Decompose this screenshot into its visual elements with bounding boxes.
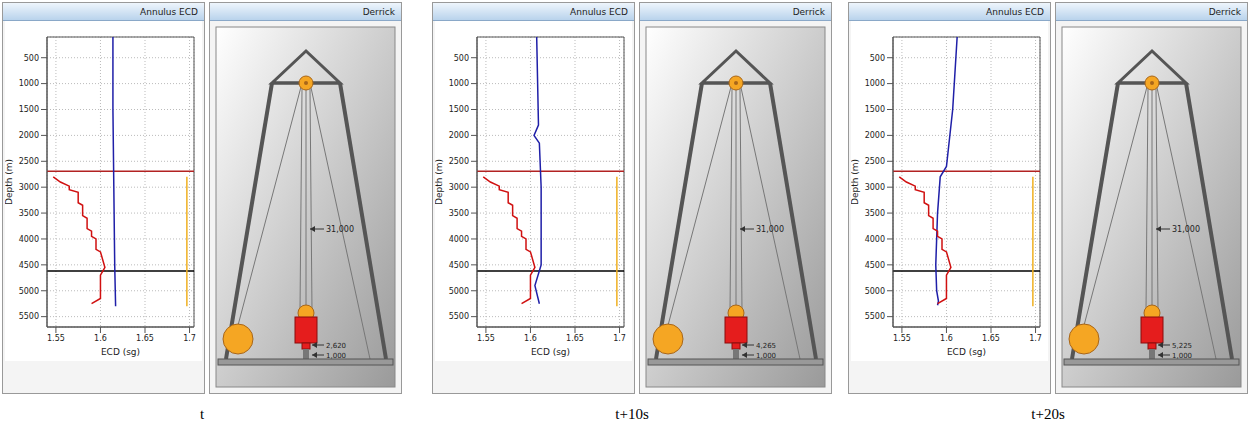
html-text:Annulus ECD: Annulus ECD (140, 7, 198, 17)
svg-text:1.65: 1.65 (136, 334, 154, 343)
svg-text:1,000: 1,000 (756, 352, 776, 360)
svg-text:1500: 1500 (449, 105, 469, 114)
svg-text:5,225: 5,225 (1172, 342, 1192, 350)
svg-text:5500: 5500 (19, 312, 39, 321)
svg-text:500: 500 (24, 54, 39, 63)
html-text:Derrick: Derrick (1208, 7, 1241, 17)
svg-text:31,000: 31,000 (756, 225, 784, 234)
svg-text:3500: 3500 (449, 209, 469, 218)
svg-text:3500: 3500 (19, 209, 39, 218)
svg-text:2,620: 2,620 (326, 342, 346, 350)
svg-text:2500: 2500 (19, 157, 39, 166)
svg-text:2000: 2000 (19, 131, 39, 140)
svg-text:4000: 4000 (449, 235, 469, 244)
svg-text:31,000: 31,000 (326, 225, 354, 234)
svg-text:2000: 2000 (449, 131, 469, 140)
svg-text:1.65: 1.65 (982, 334, 1000, 343)
svg-text:Depth (m): Depth (m) (851, 159, 860, 205)
svg-text:2500: 2500 (865, 157, 885, 166)
svg-text:Depth (m): Depth (m) (435, 159, 444, 205)
svg-text:1.6: 1.6 (940, 334, 953, 343)
svg-text:1.7: 1.7 (1029, 334, 1042, 343)
svg-text:5500: 5500 (449, 312, 469, 321)
svg-text:1500: 1500 (19, 105, 39, 114)
svg-text:3000: 3000 (19, 183, 39, 192)
svg-text:1,000: 1,000 (326, 352, 346, 360)
svg-text:5500: 5500 (865, 312, 885, 321)
svg-text:3500: 3500 (865, 209, 885, 218)
svg-text:5000: 5000 (449, 287, 469, 296)
svg-text:1.6: 1.6 (524, 334, 537, 343)
svg-text:1.7: 1.7 (183, 334, 196, 343)
html-text:t+10s: t+10s (615, 406, 649, 422)
html-text:Annulus ECD: Annulus ECD (986, 7, 1044, 17)
html-text:t+20s: t+20s (1031, 406, 1065, 422)
svg-text:5000: 5000 (19, 287, 39, 296)
svg-text:1500: 1500 (865, 105, 885, 114)
svg-text:3000: 3000 (865, 183, 885, 192)
svg-text:1.55: 1.55 (477, 334, 495, 343)
svg-text:1.65: 1.65 (566, 334, 584, 343)
svg-text:2500: 2500 (449, 157, 469, 166)
svg-text:31,000: 31,000 (1172, 225, 1200, 234)
svg-text:1,000: 1,000 (1172, 352, 1192, 360)
html-text:t: t (199, 406, 205, 422)
svg-text:1000: 1000 (865, 79, 885, 88)
svg-text:500: 500 (870, 54, 885, 63)
svg-text:ECD (sg): ECD (sg) (101, 347, 140, 357)
svg-text:5000: 5000 (865, 287, 885, 296)
svg-text:Depth (m): Depth (m) (5, 159, 14, 205)
svg-text:1.6: 1.6 (94, 334, 107, 343)
svg-text:4,265: 4,265 (756, 342, 776, 350)
svg-text:1000: 1000 (19, 79, 39, 88)
svg-text:4000: 4000 (865, 235, 885, 244)
svg-text:1.55: 1.55 (893, 334, 911, 343)
svg-text:4500: 4500 (19, 261, 39, 270)
svg-text:2000: 2000 (865, 131, 885, 140)
svg-text:4500: 4500 (449, 261, 469, 270)
svg-text:ECD (sg): ECD (sg) (947, 347, 986, 357)
html-text:Derrick: Derrick (362, 7, 395, 17)
svg-text:1.7: 1.7 (613, 334, 626, 343)
svg-text:4500: 4500 (865, 261, 885, 270)
svg-text:3000: 3000 (449, 183, 469, 192)
svg-text:4000: 4000 (19, 235, 39, 244)
svg-text:1000: 1000 (449, 79, 469, 88)
svg-text:500: 500 (454, 54, 469, 63)
html-text:Derrick: Derrick (792, 7, 825, 17)
svg-text:1.55: 1.55 (47, 334, 65, 343)
html-text:Annulus ECD: Annulus ECD (570, 7, 628, 17)
svg-text:ECD (sg): ECD (sg) (531, 347, 570, 357)
